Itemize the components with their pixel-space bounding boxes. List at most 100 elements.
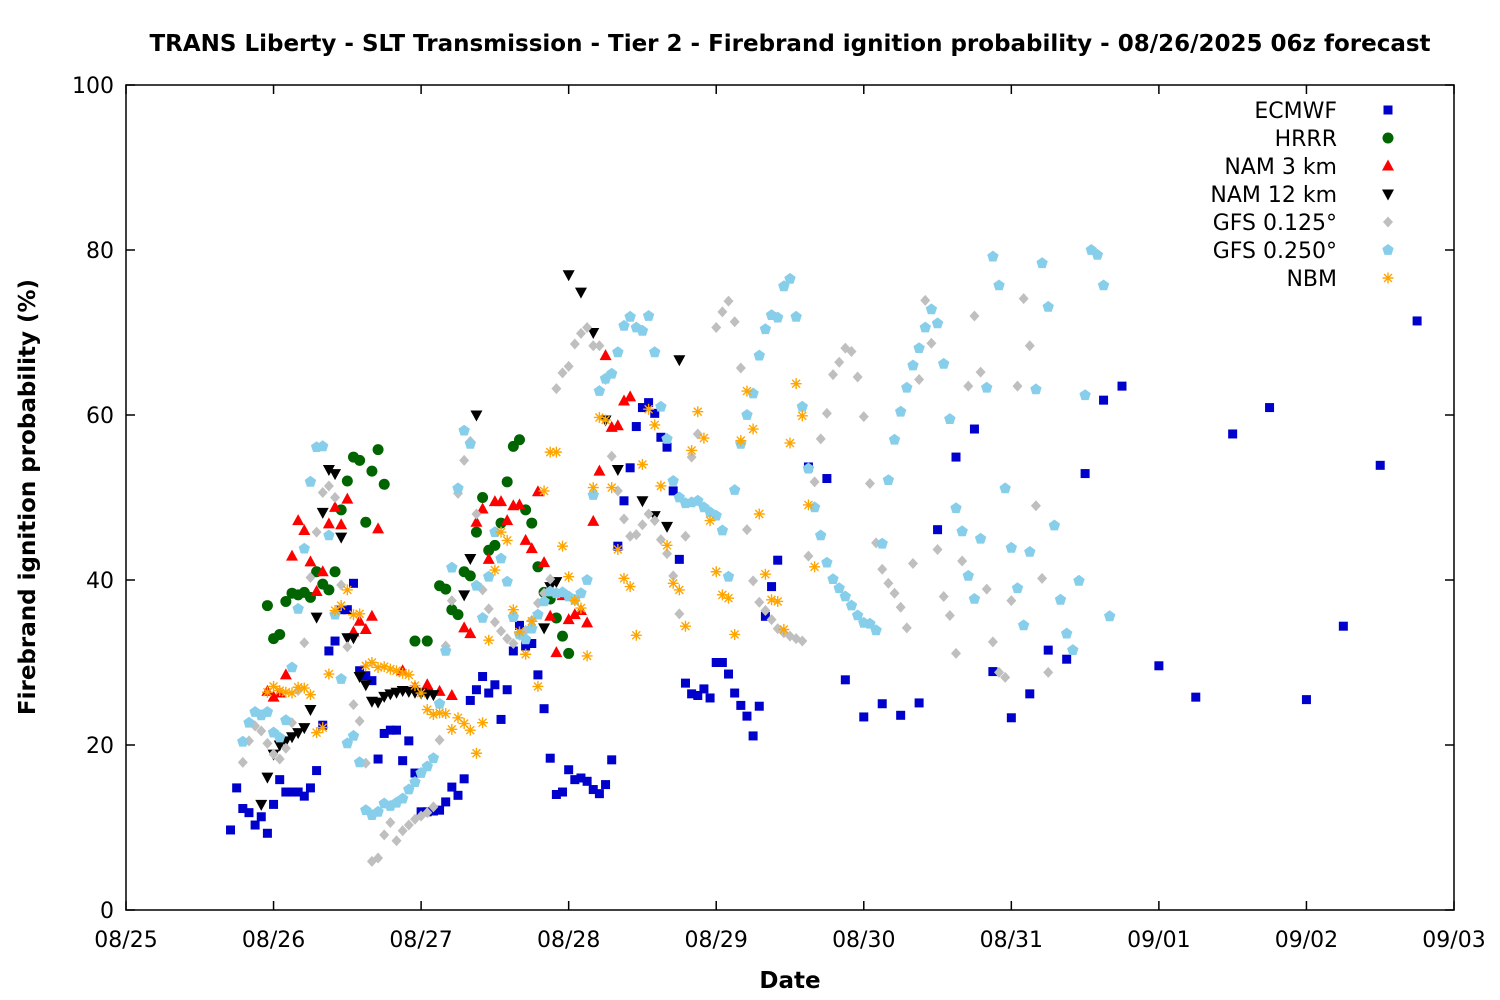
data-point	[299, 791, 309, 801]
data-point	[673, 584, 685, 596]
y-tick-label: 40	[86, 569, 114, 594]
data-point	[784, 437, 796, 449]
data-point	[335, 518, 348, 530]
data-point	[280, 595, 292, 607]
data-point	[310, 585, 323, 597]
data-point	[489, 539, 501, 551]
data-point	[796, 400, 808, 412]
data-point	[490, 680, 500, 690]
data-point	[453, 790, 463, 800]
data-point	[441, 797, 451, 807]
legend-marker	[1382, 272, 1394, 284]
data-point	[347, 729, 360, 741]
data-point	[226, 825, 236, 835]
data-point	[1036, 257, 1048, 269]
data-point	[348, 699, 359, 711]
data-point	[606, 482, 618, 494]
data-point	[575, 327, 586, 339]
data-points	[226, 244, 1422, 867]
legend-label: NAM 3 km	[1224, 155, 1337, 180]
data-point	[355, 666, 365, 676]
data-point	[784, 272, 796, 284]
data-point	[367, 676, 377, 686]
data-point	[840, 675, 850, 685]
data-point	[404, 736, 414, 746]
data-point	[526, 622, 538, 634]
data-point	[421, 635, 433, 647]
data-point	[662, 442, 672, 452]
data-point	[767, 582, 777, 592]
data-point	[464, 554, 477, 566]
data-point	[415, 687, 427, 699]
data-point	[963, 380, 974, 392]
data-point	[483, 634, 495, 646]
data-point	[353, 672, 366, 684]
data-point	[557, 367, 568, 379]
data-point	[335, 532, 348, 544]
data-point	[753, 349, 765, 361]
x-axis-label: Date	[759, 968, 820, 994]
data-point	[907, 359, 919, 371]
data-point	[458, 590, 471, 602]
data-point	[532, 608, 544, 620]
data-point	[797, 635, 808, 647]
data-point	[428, 801, 439, 813]
data-point	[447, 782, 457, 792]
data-point	[538, 623, 551, 635]
data-point	[544, 446, 556, 458]
data-point	[360, 660, 372, 672]
data-point	[729, 628, 741, 640]
x-tick-label: 08/27	[389, 928, 452, 953]
data-point	[316, 507, 329, 519]
data-point	[563, 647, 575, 659]
plot-frame	[125, 84, 1455, 911]
data-point	[1006, 595, 1017, 607]
data-point	[864, 617, 876, 629]
data-point	[274, 685, 286, 697]
data-point	[1191, 692, 1201, 702]
data-point	[316, 565, 329, 577]
data-point	[920, 294, 931, 306]
data-point	[730, 688, 740, 698]
data-point	[772, 311, 784, 323]
data-point	[452, 712, 464, 724]
data-point	[342, 641, 353, 653]
data-point	[279, 668, 292, 680]
data-point	[359, 623, 372, 634]
data-point	[385, 725, 395, 735]
data-point	[950, 502, 962, 514]
data-point	[484, 688, 494, 698]
data-point	[661, 432, 673, 444]
data-point	[828, 369, 839, 381]
data-point	[673, 355, 686, 367]
data-point	[1000, 671, 1011, 683]
data-point	[464, 627, 477, 639]
data-point	[1062, 654, 1072, 664]
data-point	[372, 444, 384, 456]
legend-marker	[1382, 132, 1394, 144]
data-point	[360, 516, 372, 528]
legend-label: HRRR	[1275, 127, 1337, 152]
data-point	[636, 324, 649, 336]
data-point	[1017, 619, 1030, 631]
data-point	[304, 475, 317, 487]
data-point	[304, 689, 316, 701]
data-point	[544, 609, 557, 621]
x-tick-label: 08/28	[537, 928, 600, 953]
data-point	[907, 558, 918, 569]
data-point	[409, 680, 421, 692]
data-point	[427, 708, 439, 720]
data-point	[888, 433, 901, 445]
data-point	[760, 611, 770, 621]
data-point	[821, 407, 832, 419]
data-point	[501, 575, 513, 587]
legend-marker	[1382, 189, 1394, 201]
data-point	[742, 711, 752, 721]
data-point	[587, 514, 600, 526]
data-point	[821, 556, 833, 568]
data-point	[612, 346, 624, 358]
data-point	[1154, 661, 1164, 671]
data-point	[987, 636, 998, 648]
data-point	[962, 569, 974, 581]
data-point	[747, 387, 759, 399]
